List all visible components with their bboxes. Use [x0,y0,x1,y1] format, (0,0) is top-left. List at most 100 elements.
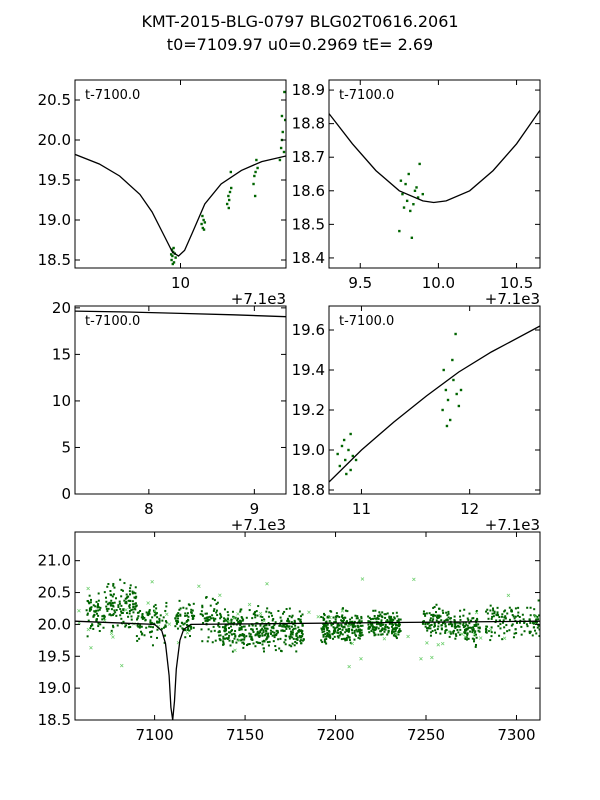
data-point [174,625,177,628]
data-point [239,608,242,611]
data-point [396,615,399,618]
data-point [427,626,430,629]
data-point [239,628,242,631]
data-point [466,628,469,631]
data-point [119,578,122,581]
data-point [447,610,450,613]
data-point [131,592,134,595]
data-point [233,637,236,640]
data-point [437,625,440,628]
data-point [380,619,383,622]
data-point [434,629,437,632]
data-point [115,597,118,600]
figure-subtitle: t0=7109.97 u0=0.2969 tE= 2.69 [166,35,434,54]
data-point [297,626,300,629]
data-point [458,625,461,628]
data-point [474,619,477,622]
data-point [148,609,151,612]
data-point [259,642,262,645]
data-point [445,628,448,631]
data-point [430,613,433,616]
data-cross [489,628,493,632]
data-point [453,619,456,622]
data-point [323,618,326,621]
data-point [368,627,371,630]
data-point [325,624,328,627]
data-point [534,621,537,624]
data-point [467,619,470,622]
data-point [453,620,456,623]
data-point [409,209,412,213]
data-point [446,398,450,402]
data-point [441,609,444,612]
data-point [251,629,254,632]
data-point [141,617,144,620]
data-point [301,633,304,636]
data-point [463,608,466,611]
data-point [139,630,142,633]
data-point [360,617,363,620]
data-point [538,635,540,638]
data-point [223,619,226,622]
data-point [344,631,347,634]
data-point [238,627,241,630]
data-point [503,616,506,619]
data-point [223,627,226,630]
data-point [374,609,377,612]
data-point [110,614,113,617]
data-point [301,630,304,633]
data-point [439,632,442,635]
y-tick-label: 18.5 [292,215,325,233]
data-point [136,624,139,627]
data-point [130,618,133,621]
data-point [450,623,453,626]
data-cross [419,656,423,661]
data-point [386,633,389,636]
data-point [95,600,98,603]
data-point [274,621,277,624]
data-point [122,620,125,623]
data-point [229,170,233,174]
data-point [497,625,500,628]
data-point [262,650,265,653]
data-point [127,626,130,629]
data-point [153,614,156,617]
data-point [202,218,205,222]
data-point [346,634,349,637]
data-point [506,612,509,615]
data-point [110,629,113,632]
data-point [216,614,219,617]
data-point [377,614,380,617]
data-point [356,615,359,618]
x-offset-label: +7.1e3 [231,290,286,308]
data-point [145,611,148,614]
data-cross [167,622,172,626]
data-point [213,619,216,622]
data-point [448,635,451,638]
data-point [266,636,269,639]
model-curve [75,310,286,318]
data-point [478,626,481,629]
data-point [490,617,493,620]
data-point [395,611,398,614]
data-point [130,615,133,618]
data-point [449,632,452,635]
data-point [219,612,222,615]
data-point [446,619,449,622]
data-cross [86,627,91,632]
data-point [358,628,361,631]
data-point [520,625,523,628]
data-point [521,613,524,616]
data-point [280,650,283,653]
data-point [351,454,355,458]
data-point [225,202,229,206]
data-point [97,592,100,595]
data-point [86,599,89,602]
data-point [129,587,132,590]
data-point [353,638,356,641]
data-point [528,630,531,633]
data-point [123,582,126,585]
data-point [254,610,257,613]
data-point [219,614,222,617]
data-point [192,614,195,617]
